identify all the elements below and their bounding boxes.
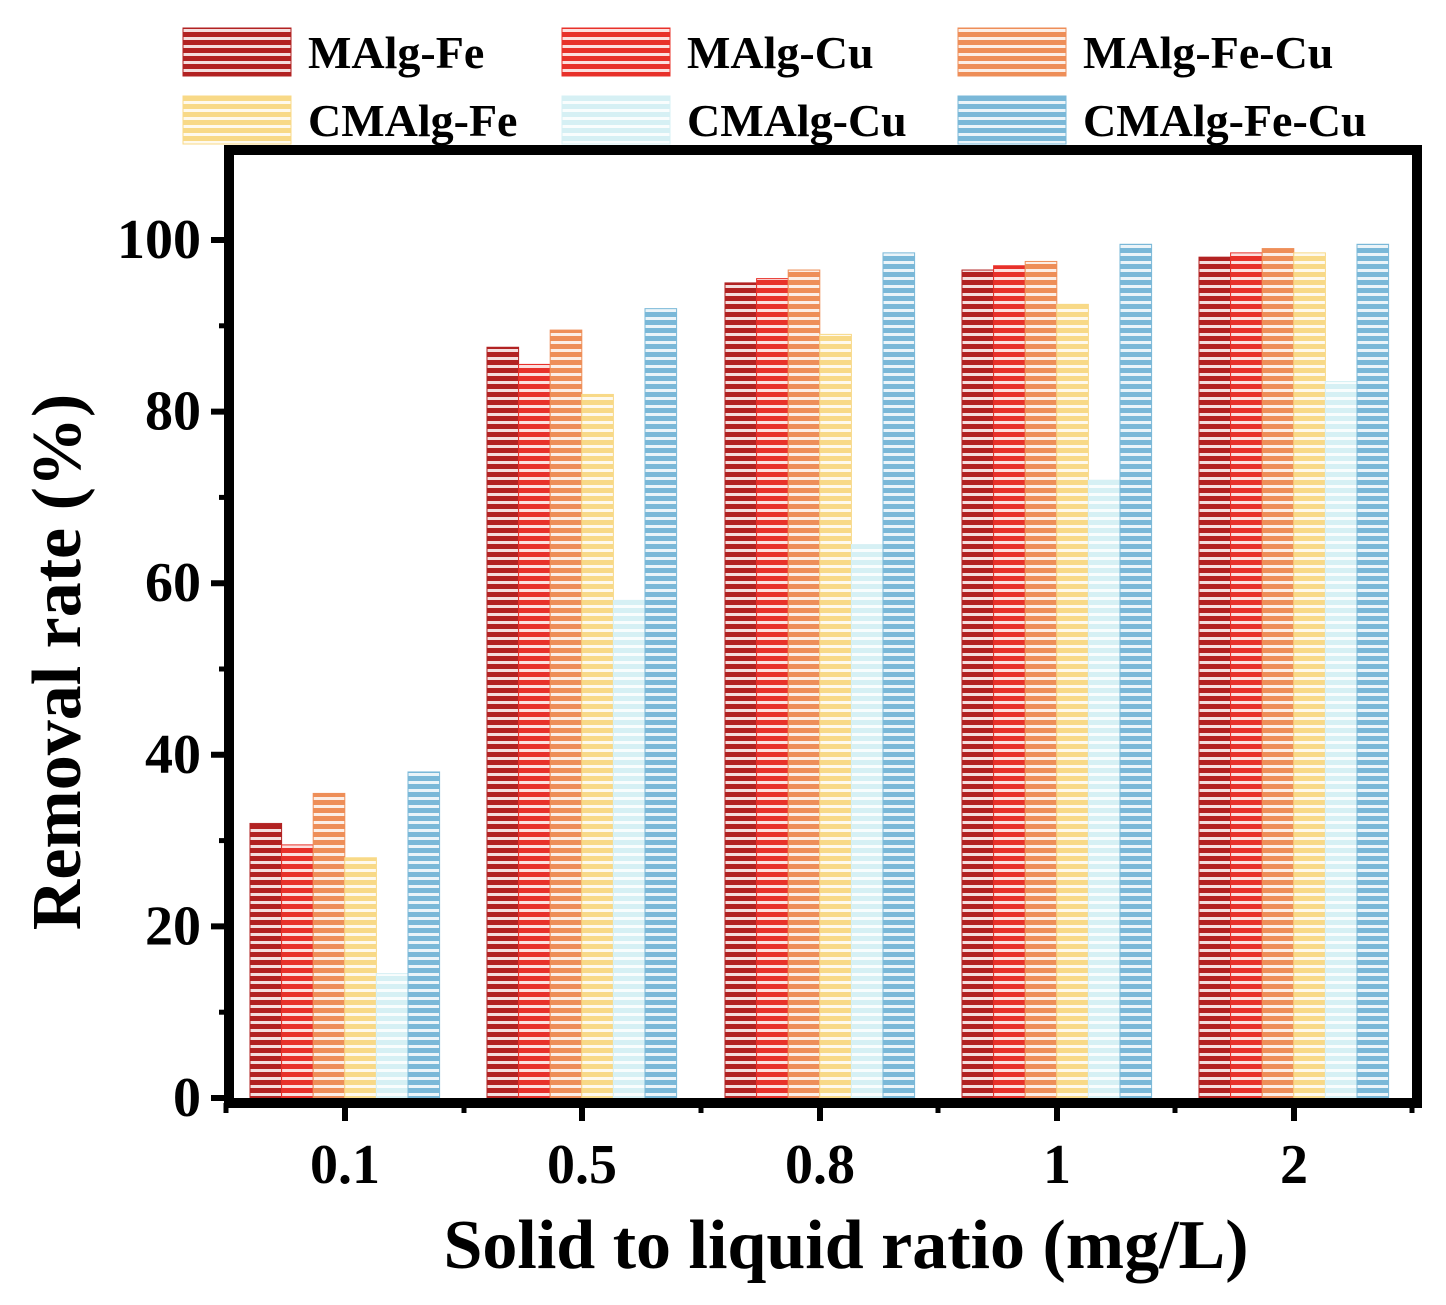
legend-label-cmalg-fe-cu: CMAlg-Fe-Cu <box>1083 95 1367 146</box>
legend: MAlg-Fe MAlg-Cu MAlg-Fe-Cu CMAlg-Fe CMAlg-Cu… <box>182 27 1367 146</box>
bar-cmalg-fe-1 <box>1056 303 1089 1099</box>
y-tick-label: 80 <box>145 381 201 443</box>
bar-malg-fe-cu-1 <box>1024 260 1058 1099</box>
bar-cmalg-fe-cu-0.1 <box>407 771 441 1099</box>
legend-swatch-cmalg-cu <box>561 95 671 145</box>
y-tick-label: 60 <box>145 552 201 614</box>
bar-cmalg-cu-0.1 <box>375 973 409 1099</box>
bar-malg-fe-cu-0.5 <box>549 329 583 1099</box>
bar-cmalg-cu-1 <box>1087 479 1121 1099</box>
legend-swatch-malg-cu <box>561 27 671 77</box>
legend-label-cmalg-fe: CMAlg-Fe <box>308 95 517 146</box>
x-axis-label: Solid to liquid ratio (mg/L) <box>443 1207 1248 1284</box>
bar-cmalg-fe-0.8 <box>819 333 852 1099</box>
legend-label-malg-cu: MAlg-Cu <box>687 27 874 78</box>
bars <box>249 243 1390 1099</box>
bar-malg-fe-2 <box>1198 256 1232 1099</box>
y-tick-label: 0 <box>173 1067 201 1129</box>
bar-cmalg-fe-cu-0.8 <box>882 252 916 1099</box>
bar-malg-cu-0.5 <box>518 363 551 1099</box>
bar-malg-cu-2 <box>1230 252 1263 1099</box>
legend-swatch-malg-fe-cu <box>957 27 1067 77</box>
legend-label-cmalg-cu: CMAlg-Cu <box>687 95 907 146</box>
legend-label-malg-fe-cu: MAlg-Fe-Cu <box>1083 27 1333 78</box>
y-tick-label: 100 <box>117 209 201 271</box>
x-tick-label: 2 <box>1280 1134 1308 1196</box>
bar-cmalg-fe-0.5 <box>581 393 614 1099</box>
bar-malg-fe-cu-0.8 <box>787 269 821 1099</box>
bar-malg-fe-cu-0.1 <box>312 792 346 1099</box>
bar-malg-cu-0.1 <box>281 844 314 1099</box>
bar-malg-fe-1 <box>961 269 995 1099</box>
bar-cmalg-fe-cu-1 <box>1119 243 1153 1099</box>
x-axis: 0.1 0.5 0.8 1 2 <box>223 1103 1415 1196</box>
bar-malg-fe-0.1 <box>249 822 283 1099</box>
bar-cmalg-cu-0.8 <box>850 544 884 1099</box>
x-tick-label: 1 <box>1043 1134 1071 1196</box>
bar-cmalg-fe-2 <box>1293 252 1326 1099</box>
bar-malg-cu-1 <box>993 265 1026 1099</box>
bar-cmalg-cu-2 <box>1324 381 1358 1099</box>
x-tick-label: 0.8 <box>785 1134 855 1196</box>
legend-swatch-cmalg-fe-cu <box>957 95 1067 145</box>
bar-malg-fe-0.8 <box>724 282 758 1099</box>
bar-cmalg-fe-cu-0.5 <box>644 308 678 1099</box>
y-axis: 0 20 40 60 80 100 <box>117 209 229 1129</box>
x-tick-label: 0.1 <box>310 1134 380 1196</box>
y-tick-label: 40 <box>145 724 201 786</box>
bar-malg-fe-cu-2 <box>1261 248 1295 1099</box>
legend-swatch-malg-fe <box>182 27 292 77</box>
legend-label-malg-fe: MAlg-Fe <box>308 27 484 78</box>
legend-swatch-cmalg-fe <box>182 95 292 145</box>
y-tick-label: 20 <box>145 895 201 957</box>
x-tick-label: 0.5 <box>547 1134 617 1196</box>
bar-cmalg-fe-cu-2 <box>1356 243 1390 1099</box>
bar-cmalg-fe-0.1 <box>344 857 377 1099</box>
bar-cmalg-cu-0.5 <box>612 599 646 1099</box>
bar-malg-fe-0.5 <box>486 346 520 1099</box>
bar-malg-cu-0.8 <box>756 278 789 1099</box>
y-axis-label: Removal rate (%) <box>19 394 96 930</box>
